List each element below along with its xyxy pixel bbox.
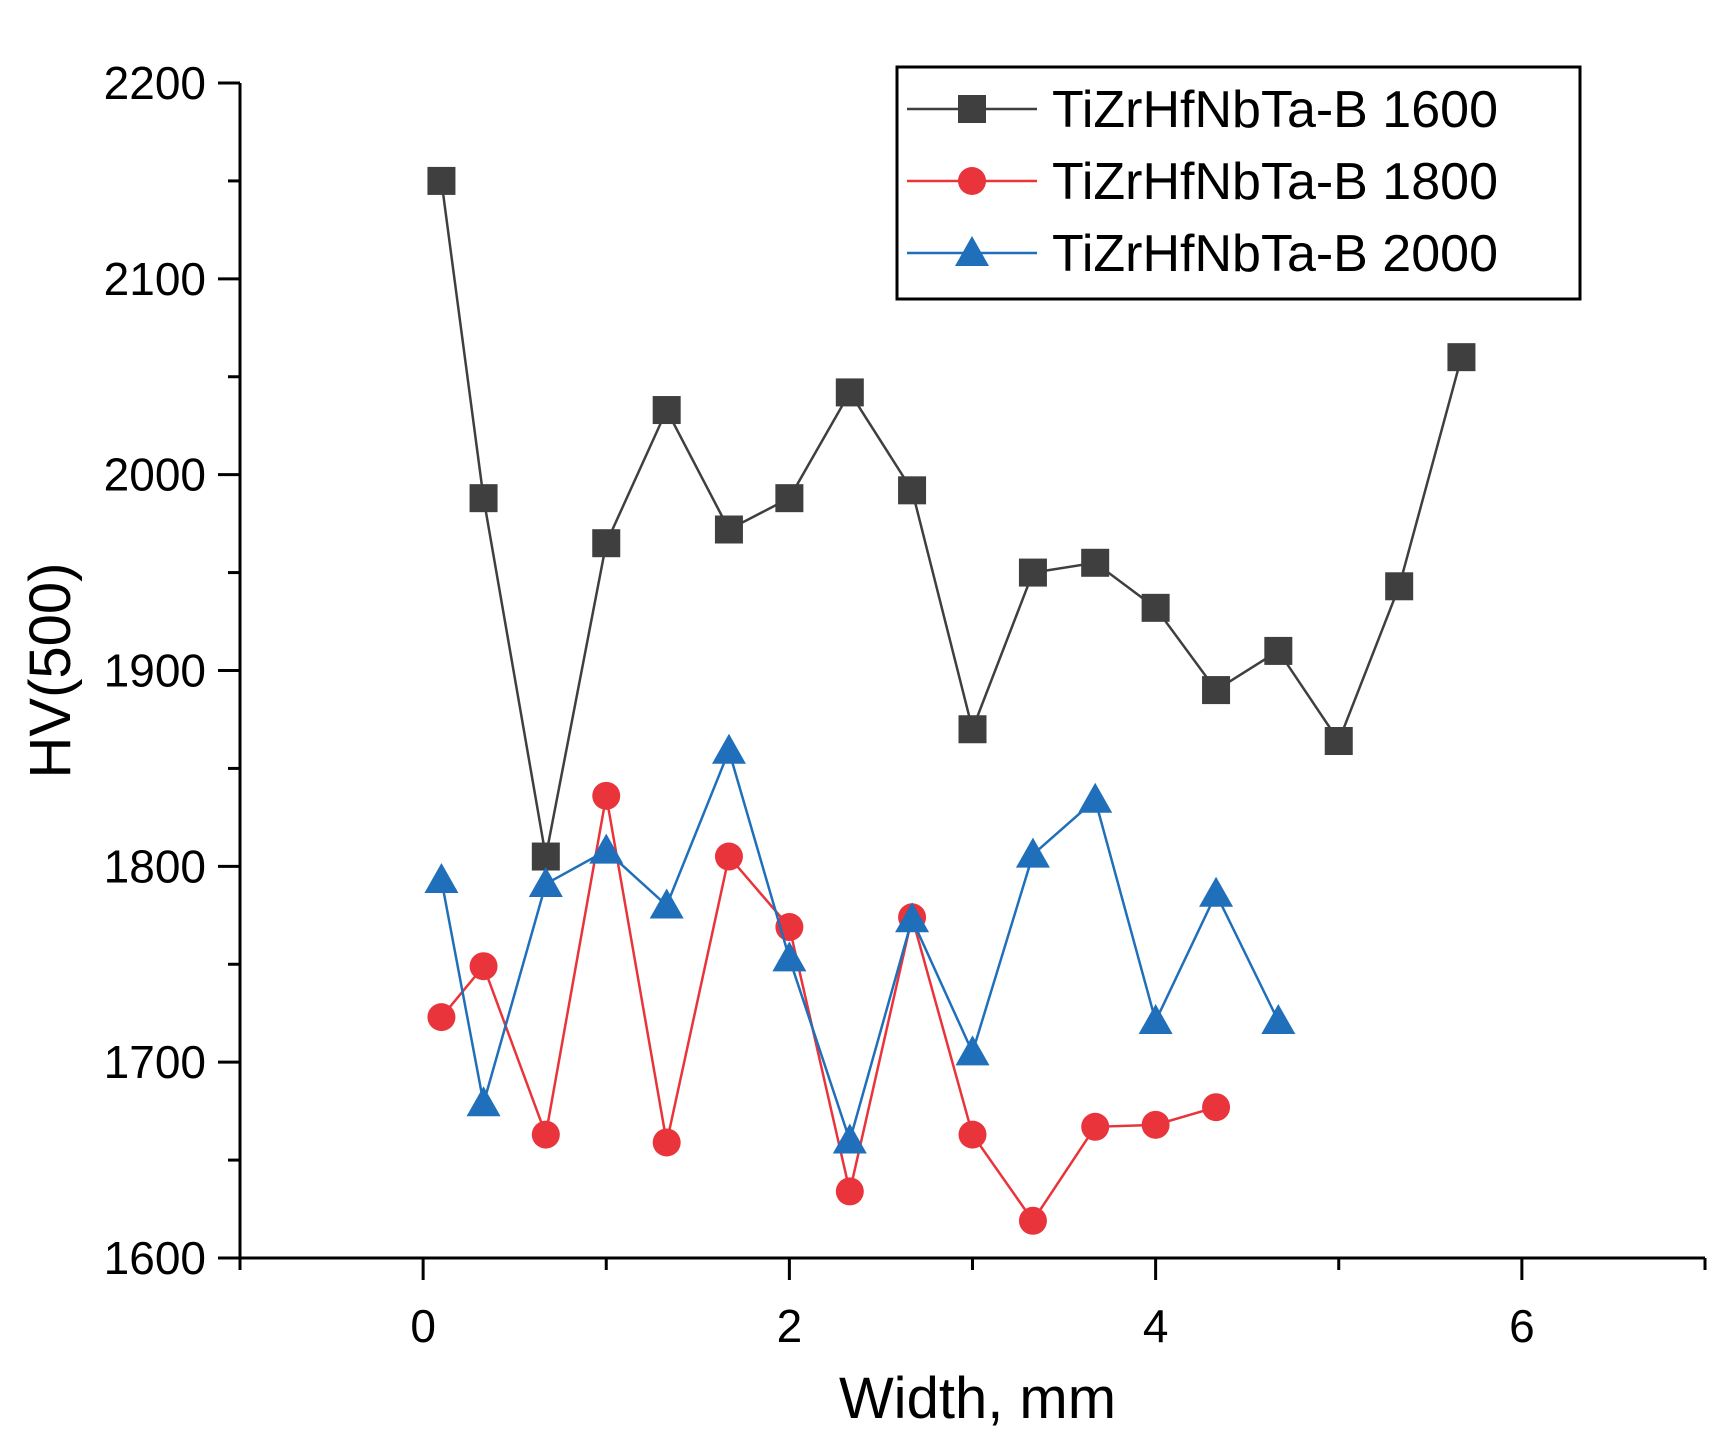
data-point — [1261, 1004, 1296, 1035]
series-line — [440, 746, 1280, 1145]
y-tick-label: 1900 — [104, 645, 206, 697]
series-line — [440, 180, 1463, 857]
plot-series — [424, 166, 1476, 1235]
legend-entry: TiZrHfNbTa-B 2000 — [907, 225, 1498, 283]
data-point — [1018, 558, 1047, 587]
data-point — [652, 1128, 681, 1157]
data-point — [898, 476, 927, 505]
legend-label: TiZrHfNbTa-B 1800 — [1052, 153, 1498, 211]
data-point — [714, 515, 743, 544]
x-tick-label: 0 — [410, 1300, 436, 1352]
data-point — [1141, 1110, 1170, 1139]
data-point — [427, 166, 456, 195]
legend-entry: TiZrHfNbTa-B 1800 — [907, 153, 1498, 211]
data-point — [1141, 593, 1170, 622]
y-tick-label: 1700 — [104, 1036, 206, 1088]
data-point — [1264, 636, 1293, 665]
y-tick-label: 2200 — [104, 57, 206, 109]
axes: 1600 1700 1800 1900 2000 2100 2200 0 2 4 6 — [104, 57, 1707, 1352]
data-point — [1081, 1112, 1110, 1141]
data-point — [895, 902, 930, 933]
data-point — [775, 484, 804, 513]
data-point — [835, 378, 864, 407]
data-point — [1078, 782, 1113, 813]
data-point — [592, 781, 621, 810]
legend-label: TiZrHfNbTa-B 1600 — [1052, 81, 1498, 139]
y-tick-label: 2000 — [104, 449, 206, 501]
data-point — [1018, 1206, 1047, 1235]
data-point — [427, 1003, 456, 1032]
data-point — [772, 941, 807, 972]
data-point — [592, 529, 621, 558]
y-tick-label: 1800 — [104, 840, 206, 892]
series-line — [440, 795, 1217, 1224]
data-point — [1138, 1004, 1173, 1035]
data-point — [531, 842, 560, 871]
legend: TiZrHfNbTa-B 1600 TiZrHfNbTa-B 1800 TiZrHf… — [895, 65, 1582, 301]
legend-label: TiZrHfNbTa-B 2000 — [1052, 225, 1498, 283]
data-point — [1202, 1093, 1231, 1122]
series-2 — [427, 781, 1231, 1235]
data-point — [469, 484, 498, 513]
legend-box — [895, 65, 1582, 301]
legend-entry: TiZrHfNbTa-B 1600 — [907, 81, 1498, 139]
series-3 — [424, 733, 1296, 1154]
x-tick-label: 4 — [1143, 1300, 1169, 1352]
legend-marker — [958, 95, 986, 123]
data-point — [1199, 876, 1234, 907]
data-point — [1015, 837, 1050, 868]
data-point — [1202, 676, 1231, 705]
data-point — [528, 866, 563, 897]
legend-marker — [958, 167, 986, 195]
data-point — [1447, 343, 1476, 372]
x-axis-title: Width, mm — [839, 1366, 1116, 1431]
y-axis-title: HV(500) — [18, 563, 83, 779]
data-point — [832, 1123, 867, 1154]
y-tick-label: 2100 — [104, 253, 206, 305]
data-point — [652, 396, 681, 425]
series-1 — [427, 166, 1476, 871]
data-point — [835, 1177, 864, 1206]
data-point — [958, 1120, 987, 1149]
x-tick-label: 6 — [1509, 1300, 1535, 1352]
data-point — [531, 1120, 560, 1149]
data-point — [1324, 727, 1353, 755]
data-point — [714, 842, 743, 871]
data-point — [955, 1035, 990, 1066]
data-point — [466, 1086, 501, 1117]
data-point — [469, 952, 498, 981]
data-point — [711, 733, 746, 764]
data-point — [958, 715, 987, 744]
data-point — [1385, 572, 1414, 601]
data-point — [649, 888, 684, 919]
legend-marker — [955, 236, 989, 266]
data-point — [424, 863, 459, 894]
y-tick-label: 1600 — [104, 1232, 206, 1284]
data-point — [589, 833, 624, 864]
x-tick-label: 2 — [777, 1300, 803, 1352]
data-point — [1081, 548, 1110, 577]
